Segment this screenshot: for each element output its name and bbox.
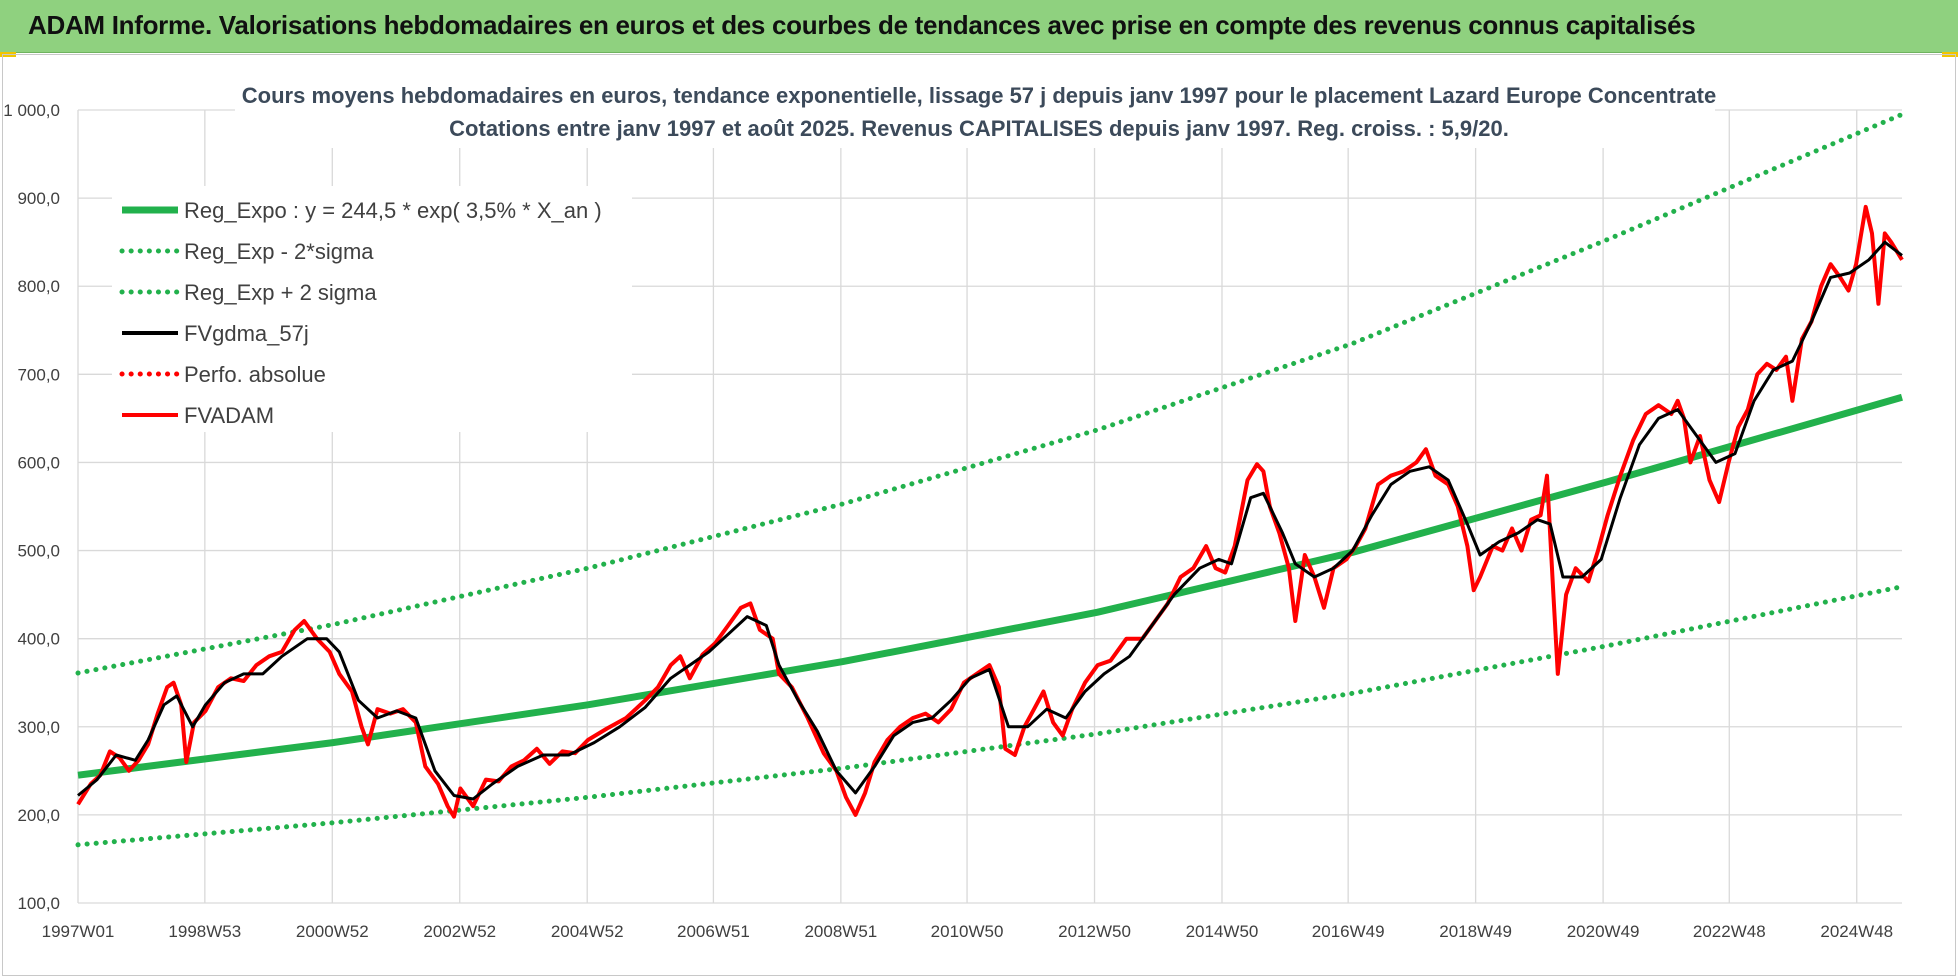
- x-tick-label: 1997W01: [42, 922, 115, 941]
- y-tick-label: 600,0: [17, 453, 60, 472]
- y-tick-label: 400,0: [17, 630, 60, 649]
- x-tick-label: 2008W51: [804, 922, 877, 941]
- x-tick-label: 2012W50: [1058, 922, 1131, 941]
- y-tick-label: 200,0: [17, 806, 60, 825]
- chart-title-line: Cours moyens hebdomadaires en euros, ten…: [242, 83, 1716, 108]
- y-tick-label: 500,0: [17, 542, 60, 561]
- y-tick-label: 300,0: [17, 718, 60, 737]
- legend-label: Reg_Expo : y = 244,5 * exp( 3,5% * X_an …: [184, 198, 602, 223]
- header-bar: ADAM Informe. Valorisations hebdomadaire…: [0, 0, 1958, 53]
- chart-title-backdrop: [235, 74, 1715, 148]
- series-line-2: [75, 584, 1905, 848]
- legend-backdrop: [112, 186, 632, 432]
- legend-label: Reg_Exp - 2*sigma: [184, 239, 374, 264]
- x-tick-label: 2020W49: [1567, 922, 1640, 941]
- y-tick-label: 900,0: [17, 189, 60, 208]
- x-tick-label: 2002W52: [423, 922, 496, 941]
- y-tick-label: 700,0: [17, 365, 60, 384]
- x-tick-label: 1998W53: [168, 922, 241, 941]
- x-tick-label: 2016W49: [1312, 922, 1385, 941]
- x-tick-label: 2018W49: [1439, 922, 1512, 941]
- y-tick-label: 100,0: [17, 894, 60, 913]
- series-line-4: [77, 240, 1903, 801]
- y-tick-label: 1 000,0: [3, 101, 60, 120]
- series-line-5: [76, 204, 1904, 819]
- y-tick-label: 800,0: [17, 277, 60, 296]
- legend-label: Reg_Exp + 2 sigma: [184, 280, 377, 305]
- x-tick-label: 2010W50: [931, 922, 1004, 941]
- chart-frame: [2, 54, 1956, 976]
- x-tick-label: 2004W52: [551, 922, 624, 941]
- series-line-3: [75, 111, 1905, 676]
- x-tick-label: 2014W50: [1186, 922, 1259, 941]
- legend-label: FVgdma_57j: [184, 321, 309, 346]
- x-tick-label: 2000W52: [296, 922, 369, 941]
- legend-label: FVADAM: [184, 403, 274, 428]
- x-tick-label: 2022W48: [1693, 922, 1766, 941]
- legend-label: Perfo. absolue: [184, 362, 326, 387]
- x-tick-label: 2024W48: [1820, 922, 1893, 941]
- series-line-1: [77, 393, 1903, 779]
- header-title: ADAM Informe. Valorisations hebdomadaire…: [28, 10, 1696, 40]
- chart-title-line: Cotations entre janv 1997 et août 2025. …: [449, 116, 1509, 141]
- x-tick-label: 2006W51: [677, 922, 750, 941]
